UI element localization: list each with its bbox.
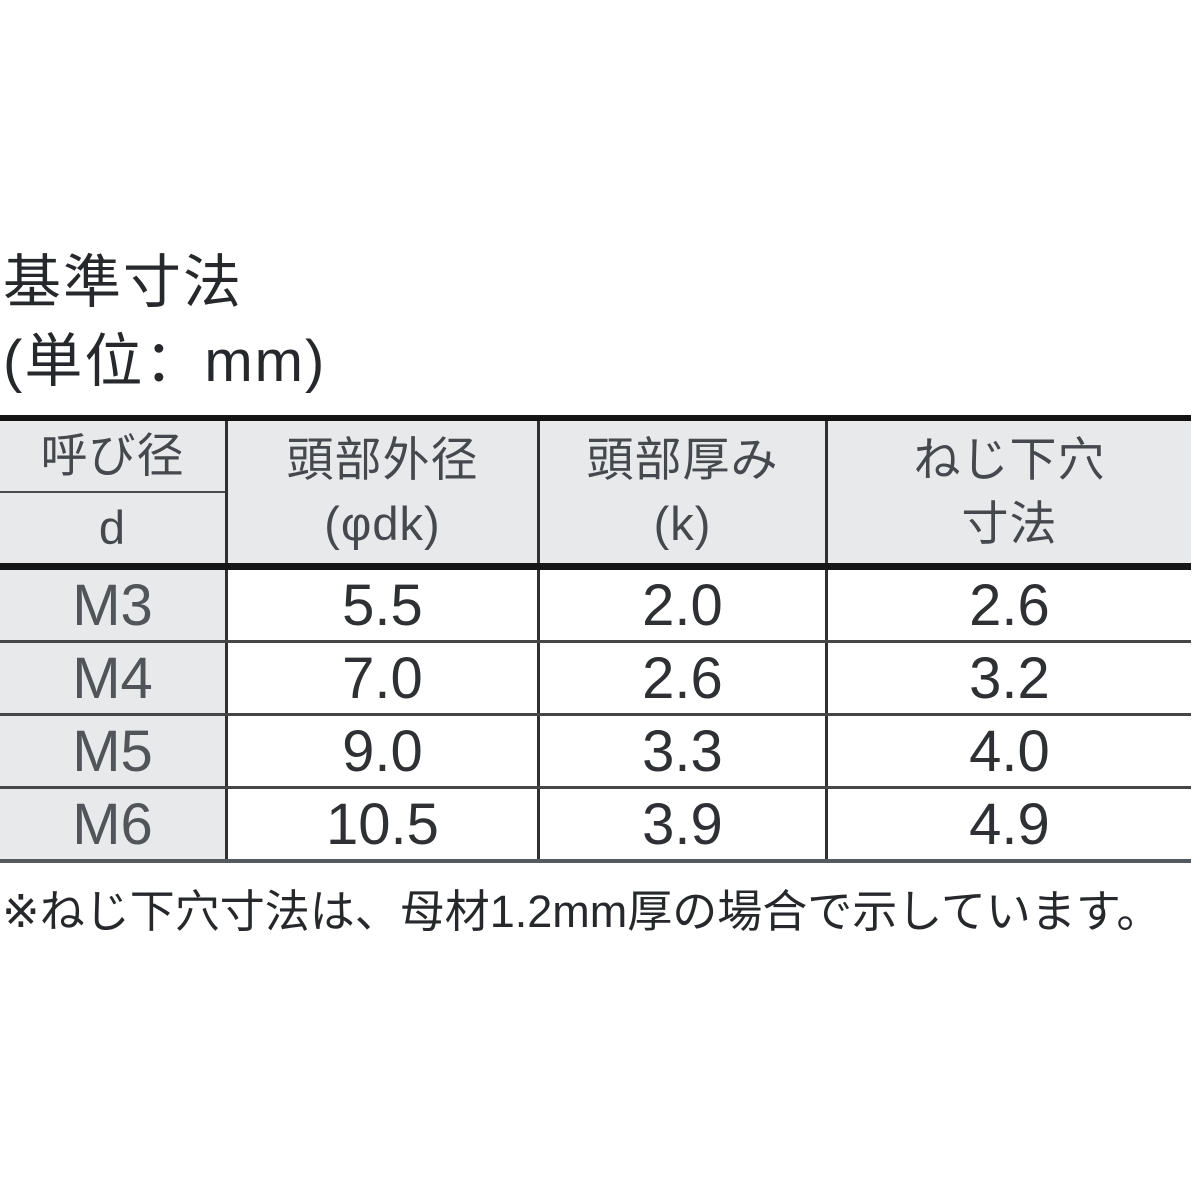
header-nominal-diameter-label: 呼び径 [0,421,225,493]
header-head-outer-diameter-symbol: (φdk) [324,497,441,550]
spec-table: 呼び径 d 頭部外径 (φdk) 頭部厚み (k) ねじ下穴 寸法 M3 5.5… [0,415,1191,863]
cell-head-thickness: 3.9 [540,789,828,859]
cell-head-thickness: 2.0 [540,570,828,640]
cell-pilot-hole: 3.2 [828,643,1191,713]
header-head-thickness-symbol: (k) [653,497,712,550]
title-line-2: (単位：mm) [3,329,327,394]
cell-head-od: 5.5 [228,570,540,640]
header-head-thickness-label: 頭部厚み [586,433,779,486]
header-pilot-hole: ねじ下穴 寸法 [828,421,1191,563]
table-row-m6: M6 10.5 3.9 4.9 [0,789,1191,859]
cell-head-thickness: 3.3 [540,716,828,786]
table-header-row: 呼び径 d 頭部外径 (φdk) 頭部厚み (k) ねじ下穴 寸法 [0,421,1191,570]
cell-d: M3 [0,570,228,640]
cell-pilot-hole: 4.0 [828,716,1191,786]
cell-pilot-hole: 4.9 [828,789,1191,859]
cell-head-thickness: 2.6 [540,643,828,713]
header-d-symbol: d [98,501,127,554]
title-line-1: 基準寸法 [3,250,244,315]
cell-pilot-hole: 2.6 [828,570,1191,640]
header-pilot-hole-label-1: ねじ下穴 [913,433,1106,486]
cell-d: M5 [0,716,228,786]
header-head-outer-diameter: 頭部外径 (φdk) [228,421,540,563]
table-row-m5: M5 9.0 3.3 4.0 [0,716,1191,789]
header-pilot-hole-label-2: 寸法 [961,497,1058,550]
header-nominal-diameter: 呼び径 d [0,421,228,563]
cell-head-od: 9.0 [228,716,540,786]
page-title: 基準寸法 (単位：mm) [3,243,326,401]
table-row-m3: M3 5.5 2.0 2.6 [0,570,1191,643]
cell-head-od: 7.0 [228,643,540,713]
cell-d: M6 [0,789,228,859]
cell-d: M4 [0,643,228,713]
table-row-m4: M4 7.0 2.6 3.2 [0,643,1191,716]
header-head-outer-diameter-label: 頭部外径 [286,433,479,486]
header-head-thickness: 頭部厚み (k) [540,421,828,563]
cell-head-od: 10.5 [228,789,540,859]
footnote: ※ねじ下穴寸法は、母材1.2mm厚の場合で示しています。 [2,886,1162,937]
